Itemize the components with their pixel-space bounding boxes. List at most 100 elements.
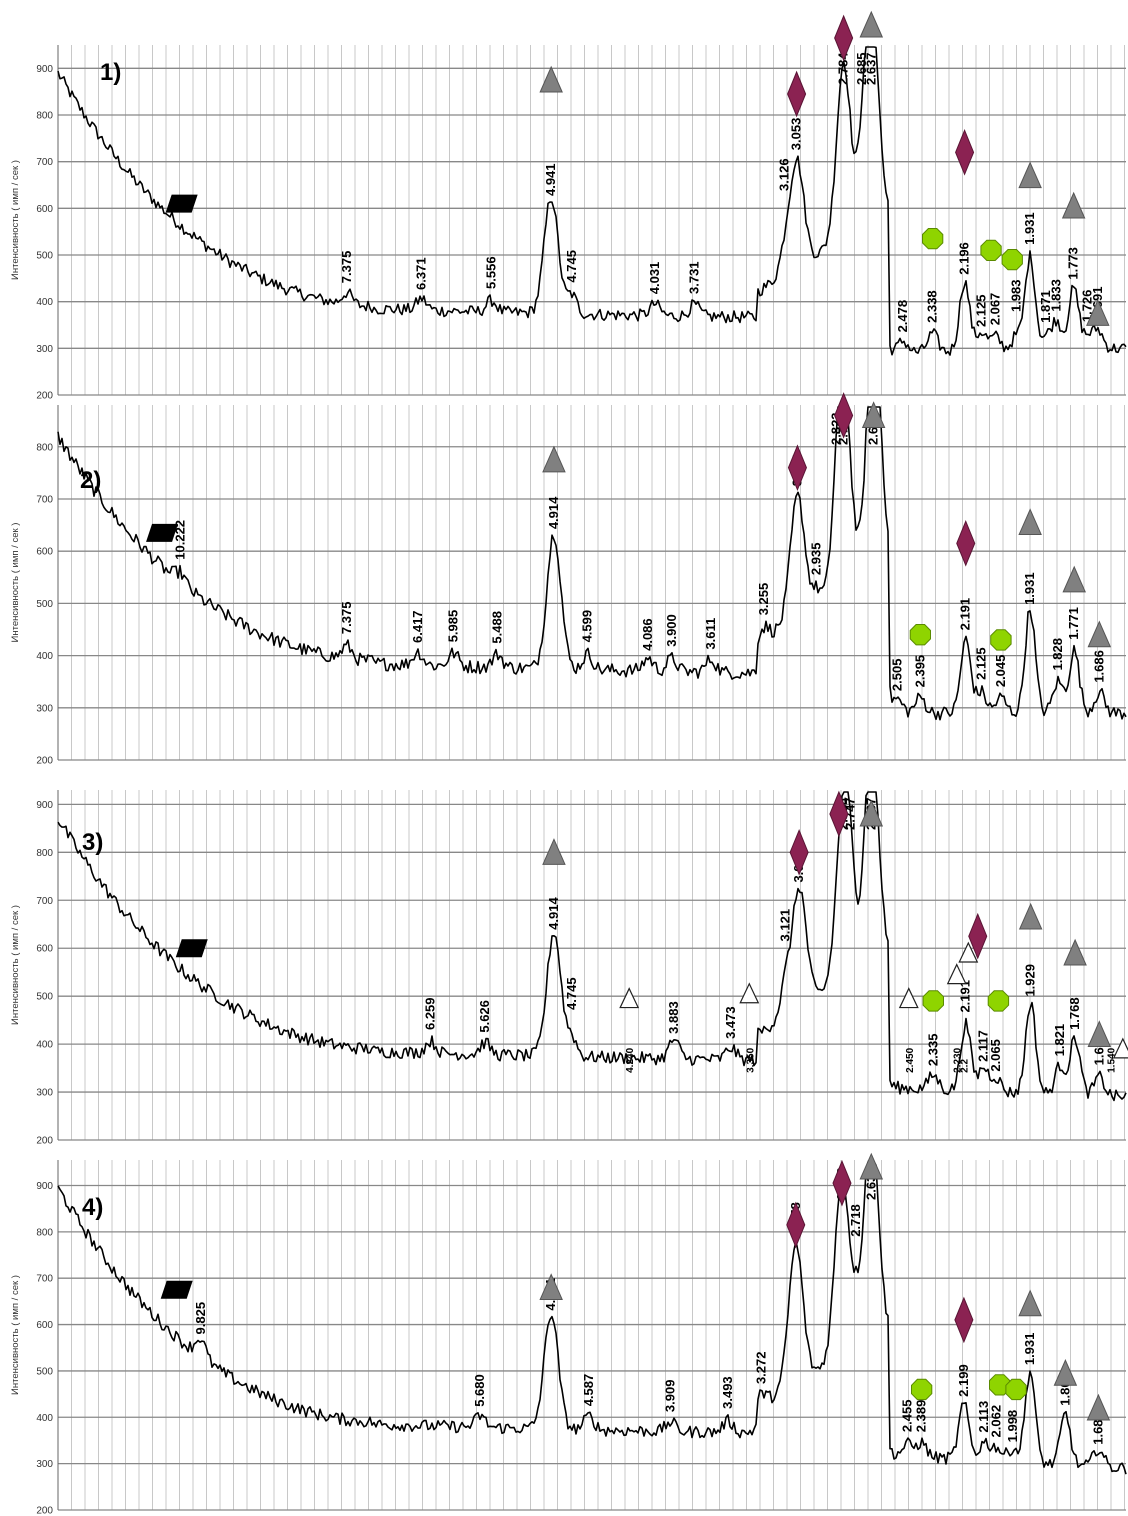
octagon-marker xyxy=(990,629,1012,651)
triangle-marker xyxy=(1087,1020,1112,1048)
y-tick-label: 700 xyxy=(36,494,53,505)
diffraction-trace xyxy=(57,46,1127,356)
peak-label-3.909: 3.909 xyxy=(663,1380,678,1413)
triangle-marker xyxy=(1018,902,1043,930)
y-axis-label: Интенсивность ( имп / сек ) xyxy=(10,1275,21,1395)
diffraction-trace xyxy=(57,1161,1127,1475)
y-tick-label: 900 xyxy=(36,1181,53,1192)
peak-label-2.191: 2.191 xyxy=(958,980,973,1013)
peak-label-3.611: 3.611 xyxy=(703,618,718,650)
diamond-marker xyxy=(786,1201,806,1249)
peak-label-5.680: 5.680 xyxy=(472,1374,487,1407)
y-tick-label: 200 xyxy=(36,1136,53,1147)
diamond-marker xyxy=(955,129,975,176)
open-triangle-marker xyxy=(1112,1037,1128,1059)
peak-label-4.745: 4.745 xyxy=(564,250,579,283)
peak-label-2.113: 2.113 xyxy=(976,1401,991,1433)
y-tick-label: 700 xyxy=(36,157,53,168)
peak-label-3.731: 3.731 xyxy=(686,261,701,294)
minor-label-1.540: 1.540 xyxy=(1106,1047,1117,1072)
peak-label-3.053: 3.053 xyxy=(789,118,804,151)
diamond-marker xyxy=(956,520,976,567)
triangle-marker xyxy=(1086,299,1110,326)
peak-label-2.199: 2.199 xyxy=(956,1364,971,1397)
peak-label-1.931: 1.931 xyxy=(1022,572,1037,605)
peak-label-5.626: 5.626 xyxy=(477,1000,492,1033)
triangle-marker xyxy=(1061,191,1086,219)
peak-label-1.833: 1.833 xyxy=(1049,279,1064,312)
peak-label-5.488: 5.488 xyxy=(490,611,505,644)
peak-label-2.935: 2.935 xyxy=(809,543,824,576)
triangle-marker xyxy=(539,65,563,93)
triangle-marker xyxy=(1053,1359,1078,1386)
peak-label-1.773: 1.773 xyxy=(1066,247,1081,280)
parallelogram-marker xyxy=(175,939,208,958)
triangle-marker xyxy=(1087,620,1112,648)
peak-label-4.086: 4.086 xyxy=(640,618,655,651)
panel-4: 900 800 700 600 500 400 300 200 Интенсивность ( … xyxy=(10,1152,1127,1516)
y-tick-label: 200 xyxy=(36,391,53,402)
minor-label-4.240: 4.240 xyxy=(625,1047,636,1072)
peak-label-1.931: 1.931 xyxy=(1022,1333,1037,1366)
y-tick-label: 600 xyxy=(36,204,53,215)
diamond-marker xyxy=(968,912,988,960)
diamond-marker xyxy=(954,1296,974,1344)
octagon-marker xyxy=(922,990,944,1012)
diffraction-trace xyxy=(57,406,1127,721)
y-tick-label: 500 xyxy=(36,251,53,262)
peak-label-3.493: 3.493 xyxy=(720,1376,735,1409)
peak-label-5.556: 5.556 xyxy=(483,256,498,289)
peak-label-3.255: 3.255 xyxy=(756,583,771,616)
triangle-marker xyxy=(1062,565,1087,593)
vertical-gridlines xyxy=(57,405,1125,760)
octagon-marker xyxy=(987,990,1010,1012)
peak-label-4.914: 4.914 xyxy=(546,897,561,930)
y-tick-label: 200 xyxy=(36,756,53,767)
panel-title: 1) xyxy=(100,59,121,86)
peak-labels: 9.8255.6804.9414.5873.9093.4933.2723.058… xyxy=(193,1167,1106,1444)
y-tick-label: 300 xyxy=(36,703,53,714)
octagon-marker xyxy=(1001,249,1023,271)
peak-label-2.747: 2.747 xyxy=(842,797,857,830)
minor-label-2.230: 2.230 xyxy=(953,1047,964,1072)
peak-label-2.125: 2.125 xyxy=(973,647,988,680)
peak-label-2.637: 2.637 xyxy=(863,52,878,85)
peak-label-3.272: 3.272 xyxy=(753,1352,768,1385)
parallelogram-marker xyxy=(165,194,198,213)
y-tick-label: 800 xyxy=(36,442,53,453)
y-tick-label: 800 xyxy=(36,111,53,122)
triangle-marker xyxy=(1086,1393,1111,1421)
triangle-marker xyxy=(861,401,886,428)
diamond-marker xyxy=(834,14,854,62)
diamond-marker xyxy=(787,444,807,491)
octagon-marker xyxy=(989,1374,1011,1396)
peak-label-4.745: 4.745 xyxy=(564,977,579,1010)
peak-label-1.768: 1.768 xyxy=(1067,997,1082,1030)
y-tick-label: 300 xyxy=(36,344,53,355)
minor-label-3.350: 3.350 xyxy=(745,1047,756,1072)
diamond-marker xyxy=(787,70,807,118)
peak-label-2.191: 2.191 xyxy=(958,598,973,631)
y-tick-label: 900 xyxy=(36,64,53,75)
peak-label-3.473: 3.473 xyxy=(723,1006,738,1039)
y-tick-label: 900 xyxy=(36,800,53,811)
peak-label-1.931: 1.931 xyxy=(1022,212,1037,245)
triangle-marker xyxy=(539,1273,563,1300)
y-tick-label: 800 xyxy=(36,1227,53,1238)
triangle-marker xyxy=(1063,938,1087,966)
peak-label-1.871: 1.871 xyxy=(1038,290,1053,323)
peak-label-3.883: 3.883 xyxy=(666,1001,681,1034)
peak-label-2.196: 2.196 xyxy=(957,242,972,275)
peak-label-1.983: 1.983 xyxy=(1009,279,1024,312)
open-triangle-marker xyxy=(946,963,967,985)
peak-label-2.062: 2.062 xyxy=(989,1405,1004,1438)
y-tick-label: 500 xyxy=(36,1366,53,1377)
octagon-marker xyxy=(922,228,944,250)
peak-label-2.067: 2.067 xyxy=(987,293,1002,326)
triangle-marker xyxy=(1018,161,1042,189)
peak-label-1.828: 1.828 xyxy=(1050,638,1065,671)
peak-label-10.222: 10.222 xyxy=(173,520,188,560)
peak-label-2.784: 2.784 xyxy=(836,52,851,85)
peak-label-1.929: 1.929 xyxy=(1023,964,1038,997)
